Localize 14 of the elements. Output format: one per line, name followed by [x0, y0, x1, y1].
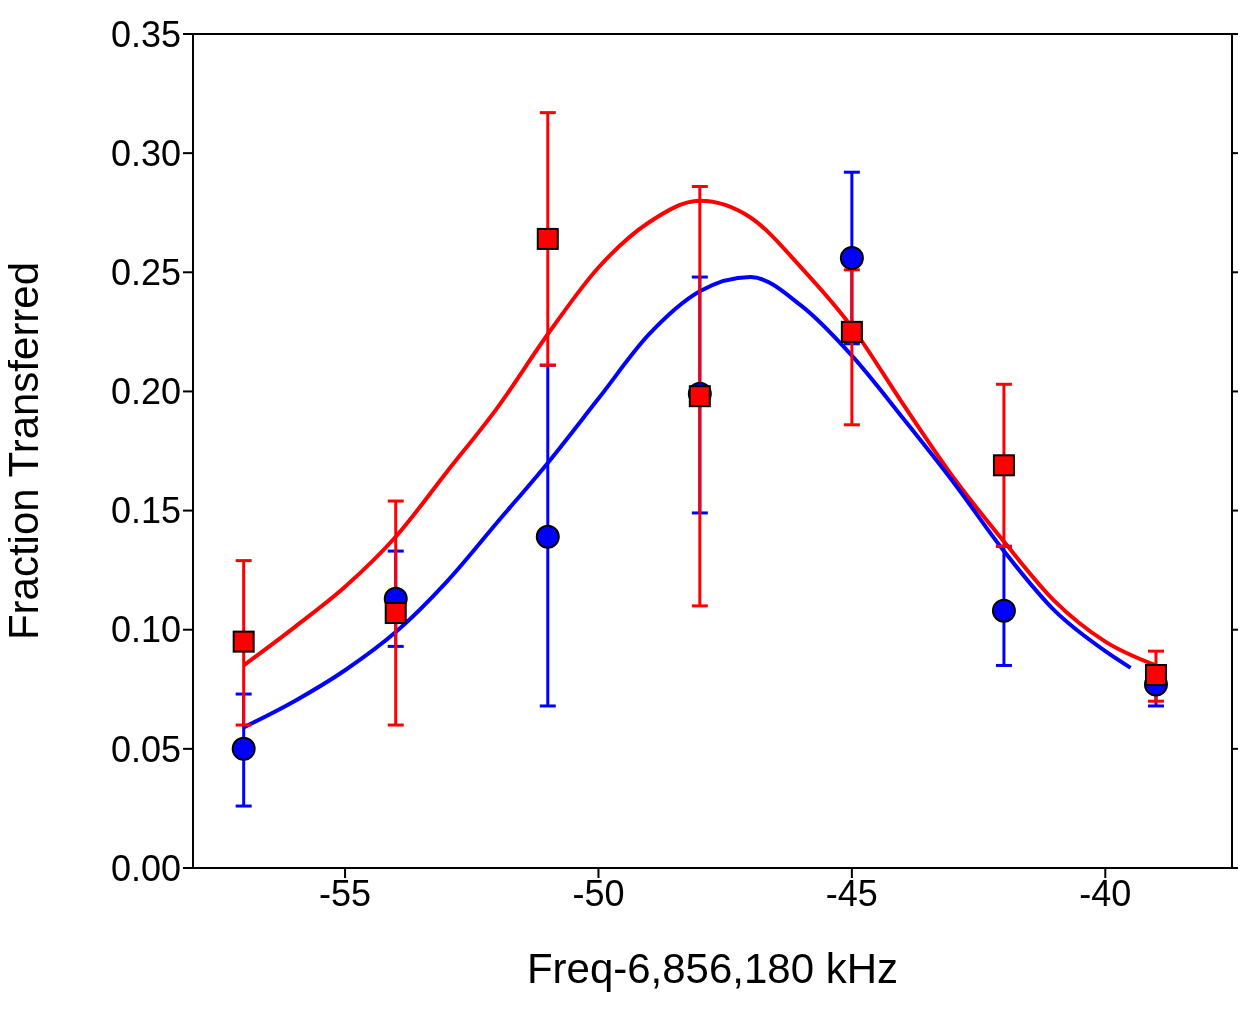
y-tick-label: 0.25 — [110, 252, 181, 294]
y-axis-title: Fraction Transferred — [0, 261, 47, 641]
y-tick-label: 0.20 — [110, 371, 181, 413]
x-tick-label: -45 — [825, 872, 878, 914]
y-tick-label: 0.15 — [110, 490, 181, 532]
x-tick-label: -40 — [1079, 872, 1132, 914]
x-tick-label: -55 — [319, 872, 372, 914]
y-tick-label: 0.10 — [110, 609, 181, 651]
y-tick-label: 0.00 — [110, 847, 181, 889]
x-tick-label: -50 — [572, 872, 625, 914]
y-tick-label: 0.30 — [110, 132, 181, 174]
y-tick-label: 0.05 — [110, 728, 181, 770]
x-axis-title: Freq-6,856,180 kHz — [526, 945, 899, 992]
y-tick-label: 0.35 — [110, 13, 181, 55]
